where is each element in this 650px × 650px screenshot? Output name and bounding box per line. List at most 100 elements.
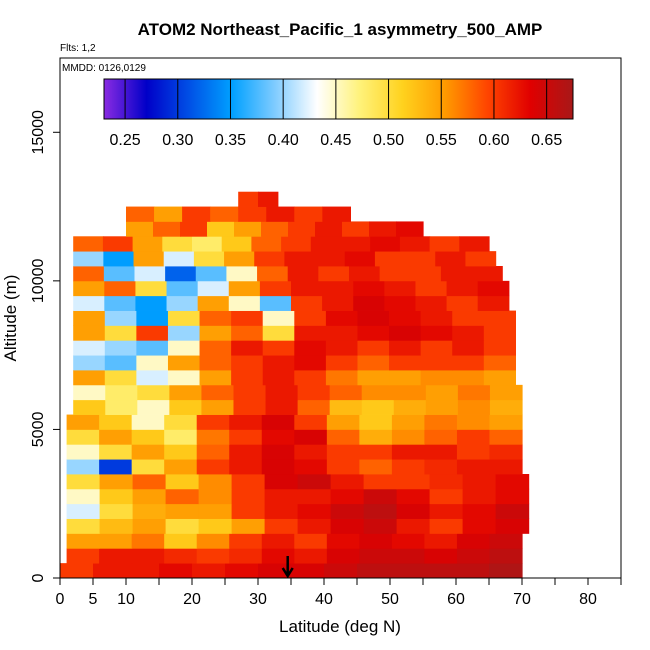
colorbar-tick-label: 0.30 [162, 132, 193, 149]
heat-cell [325, 340, 359, 356]
heat-cell [73, 295, 105, 311]
heat-cell [483, 325, 516, 341]
heat-cell [374, 251, 406, 267]
heat-cell [197, 280, 230, 297]
heat-cell [166, 280, 199, 297]
heat-cell [462, 518, 497, 534]
heat-cell [396, 474, 431, 490]
heat-cell [196, 429, 230, 445]
heat-cell [162, 236, 193, 252]
heat-cell [330, 474, 365, 490]
heat-cell [410, 266, 442, 282]
heat-cell [199, 310, 232, 326]
heat-cell [163, 251, 195, 267]
colorbar-tick-label: 0.60 [478, 132, 509, 149]
marker-head [281, 567, 294, 579]
heat-cell [465, 251, 497, 267]
heat-cell [164, 548, 198, 564]
x-tick-label: 0 [56, 591, 65, 608]
dates-note: MMDD: 0126,0129 [62, 63, 146, 74]
heat-cell [315, 221, 343, 237]
heat-cell [284, 251, 316, 267]
heat-cell [198, 488, 233, 505]
heat-cell [229, 548, 263, 564]
heat-cell [231, 503, 266, 519]
heat-cell [357, 310, 390, 326]
heat-cell [359, 533, 393, 549]
heat-cell [294, 325, 327, 341]
heat-cell [258, 563, 292, 579]
heat-cell [452, 340, 485, 356]
heat-cell [192, 563, 226, 579]
colorbar-tick-label: 0.25 [110, 132, 141, 149]
heat-cell [391, 429, 426, 445]
heat-cell [196, 459, 230, 475]
heat-cell [429, 488, 464, 505]
heat-cell [297, 488, 332, 505]
y-tick-label: 5000 [30, 412, 47, 448]
heat-cell [452, 355, 485, 371]
heat-cell [132, 236, 163, 252]
heat-cell [389, 310, 422, 326]
heat-cell [93, 563, 127, 579]
heat-cell [489, 384, 523, 401]
heat-cell [66, 548, 100, 564]
heat-cell [359, 444, 393, 460]
heat-cell [133, 251, 165, 267]
heat-cell [363, 474, 398, 490]
heat-cell [396, 488, 431, 505]
heat-cell [489, 548, 523, 564]
heat-cell [294, 370, 327, 386]
heat-cell [66, 518, 101, 534]
heat-cell [396, 503, 431, 519]
heat-cell [357, 370, 390, 386]
heat-cell [459, 236, 490, 252]
heat-cell [294, 444, 328, 460]
heat-cell [389, 355, 422, 371]
heat-cell [391, 459, 426, 475]
heat-cell [99, 429, 133, 445]
heat-cell [495, 474, 530, 490]
heat-cell [73, 340, 106, 356]
y-axis-label: Altitude (m) [1, 275, 20, 362]
heat-cell [325, 310, 359, 326]
heat-cell [66, 444, 100, 460]
heat-cell [259, 280, 292, 297]
heat-cell [329, 399, 363, 415]
heat-cell [105, 399, 138, 415]
heat-cell [489, 429, 523, 445]
heat-cell [231, 310, 264, 326]
heat-cell [73, 325, 106, 341]
y-tick-label: 0 [30, 573, 47, 582]
y-tick-label: 15000 [30, 110, 47, 155]
heat-cell [456, 548, 491, 564]
plot-frame [59, 57, 622, 579]
heat-cell [322, 295, 354, 311]
x-tick-label: 30 [249, 591, 267, 608]
heat-cell [429, 518, 464, 534]
heat-cell [231, 325, 264, 341]
heat-cell [288, 221, 316, 237]
heat-cell [196, 444, 230, 460]
heat-cell [262, 310, 295, 326]
heat-cell [262, 325, 295, 341]
heat-cell [233, 399, 267, 415]
heat-cell [234, 221, 262, 237]
heat-cell [131, 444, 165, 460]
heat-cell [348, 266, 381, 282]
heat-cell [420, 355, 453, 371]
heat-cell [452, 325, 485, 341]
heat-cell [132, 474, 167, 490]
heat-cell [259, 295, 292, 311]
heat-cell [359, 459, 393, 475]
heat-cell [192, 236, 223, 252]
heat-cell [199, 370, 232, 386]
heat-cell [199, 340, 232, 356]
heat-cell [396, 221, 424, 237]
heat-cell [66, 474, 101, 490]
colorbar-tick-label: 0.55 [426, 132, 457, 149]
heat-cell [104, 295, 137, 311]
heat-cell [131, 533, 165, 549]
x-axis: 0 5 10 20 30 40 50 60 70 80 [56, 578, 622, 608]
